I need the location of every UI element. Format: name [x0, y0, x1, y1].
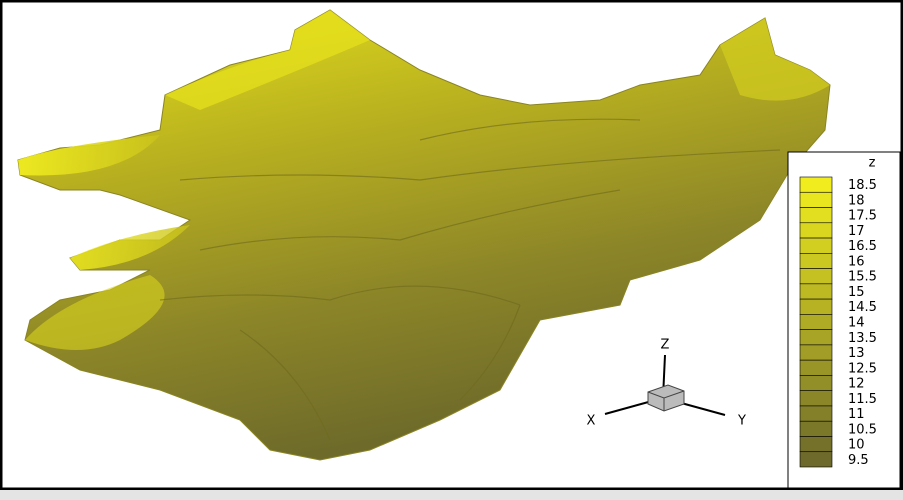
- legend-swatch: [799, 436, 833, 453]
- legend-label: 16: [848, 254, 865, 269]
- legend-swatch: [799, 207, 833, 224]
- legend-label: 12.5: [848, 361, 877, 376]
- legend-label: 10: [848, 438, 865, 453]
- legend-label: 12: [848, 377, 865, 392]
- legend-swatch: [799, 176, 833, 193]
- legend-swatch: [799, 420, 833, 437]
- axis-label: Z: [661, 338, 670, 353]
- legend: z 18.51817.51716.51615.51514.51413.51312…: [787, 151, 901, 489]
- legend-swatch: [799, 283, 833, 300]
- legend-label: 16.5: [848, 239, 877, 254]
- legend-label: 17.5: [848, 209, 877, 224]
- legend-swatch: [799, 390, 833, 407]
- legend-swatch: [799, 375, 833, 391]
- legend-label: 13.5: [848, 331, 877, 346]
- legend-swatch: [799, 359, 833, 376]
- legend-swatch: [799, 314, 833, 330]
- legend-swatch: [799, 268, 833, 285]
- legend-swatch: [799, 344, 833, 361]
- legend-swatch: [799, 237, 833, 254]
- legend-label: 15: [848, 285, 865, 300]
- legend-label: 18: [848, 193, 865, 208]
- legend-label: 14: [848, 316, 865, 331]
- legend-label: 18.5: [848, 178, 877, 193]
- legend-label: 17: [848, 224, 865, 239]
- legend-swatch: [799, 405, 833, 422]
- legend-title: z: [869, 156, 876, 171]
- legend-swatch: [799, 191, 833, 208]
- axis-label: Y: [737, 414, 746, 429]
- legend-label: 10.5: [848, 422, 877, 437]
- legend-label: 14.5: [848, 300, 877, 315]
- status-bar: [0, 490, 903, 500]
- legend-swatch: [799, 298, 833, 315]
- legend-label: 11: [848, 407, 865, 422]
- legend-swatch: [799, 222, 833, 239]
- legend-swatch: [799, 451, 833, 468]
- legend-label: 9.5: [848, 453, 869, 468]
- legend-swatch: [799, 253, 833, 269]
- surface: [17, 9, 831, 461]
- legend-swatch: [799, 329, 833, 346]
- axis-label: X: [587, 414, 596, 429]
- legend-label: 13: [848, 346, 865, 361]
- axis-triad: Z X Y: [587, 338, 746, 429]
- legend-label: 11.5: [848, 392, 877, 407]
- legend-label: 15.5: [848, 270, 877, 285]
